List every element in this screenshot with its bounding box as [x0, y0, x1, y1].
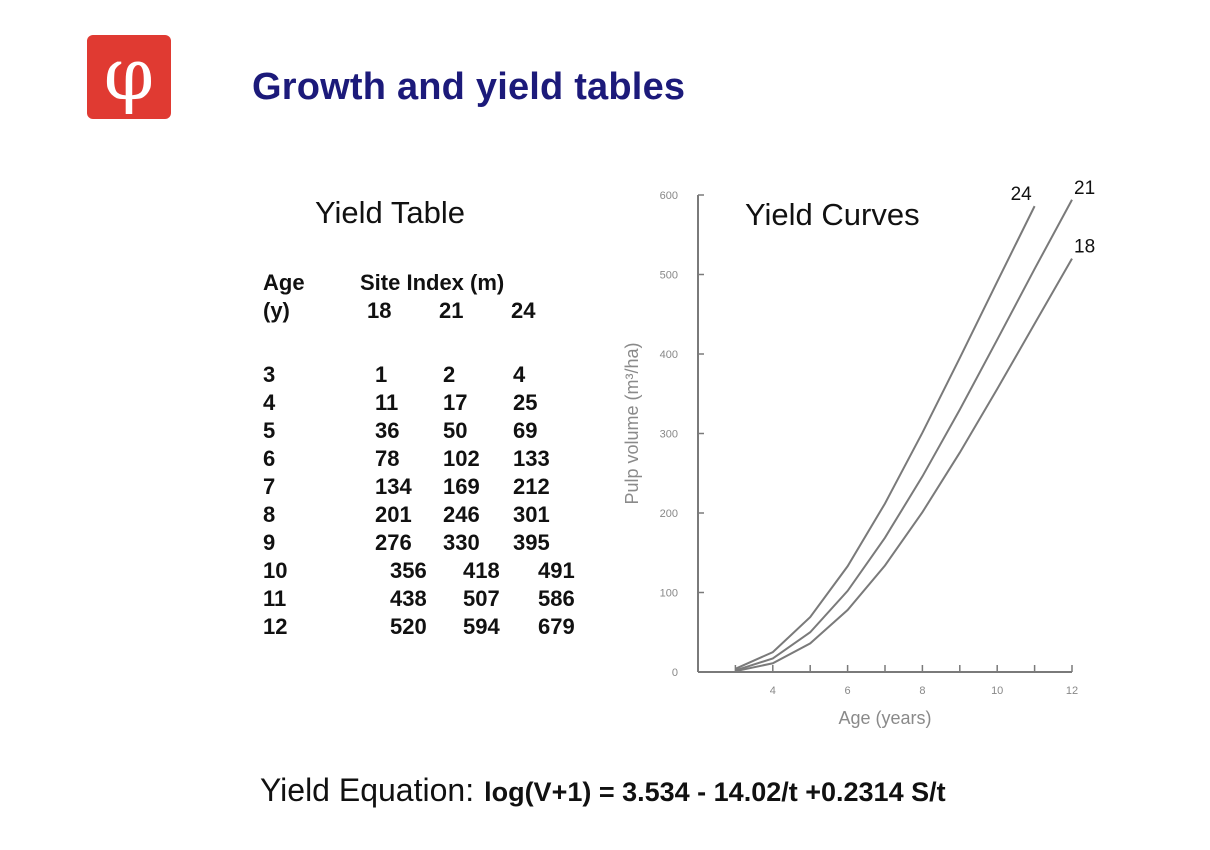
y-tick-label: 600: [660, 190, 678, 202]
logo-glyph: φ: [103, 32, 155, 116]
age-cell: 10: [263, 558, 288, 583]
age-header: Age: [263, 270, 305, 295]
y-axis-label: Pulp volume (m³/ha): [622, 342, 642, 504]
value-cell-18: 276: [375, 530, 412, 555]
y-tick-label: 0: [672, 667, 678, 679]
value-cell-18: 78: [375, 446, 400, 471]
x-tick-label: 4: [770, 685, 776, 697]
table-row: 9 276 330 395: [263, 530, 663, 558]
value-cell-21: 50: [443, 418, 468, 443]
table-row: 4 11 17 25: [263, 390, 663, 418]
value-cell-18: 134: [375, 474, 412, 499]
age-cell: 4: [263, 390, 276, 415]
value-cell-24: 491: [538, 558, 575, 583]
equation-label: Yield Equation:: [260, 772, 475, 808]
x-tick-label: 12: [1066, 685, 1078, 697]
x-tick-label: 10: [991, 685, 1003, 697]
table-row: 12 520 594 679: [263, 614, 663, 642]
y-tick-label: 300: [660, 429, 678, 441]
y-tick-label: 500: [660, 270, 678, 282]
value-cell-24: 212: [513, 474, 550, 499]
value-cell-21: 17: [443, 390, 468, 415]
x-tick-label: 8: [919, 685, 925, 697]
slide-title: Growth and yield tables: [252, 66, 686, 108]
series-label-21: 21: [1074, 180, 1095, 199]
value-cell-21: 246: [443, 502, 480, 527]
value-cell-24: 395: [513, 530, 550, 555]
age-unit: (y): [263, 298, 290, 323]
age-cell: 9: [263, 530, 276, 555]
value-cell-18: 438: [390, 586, 427, 611]
value-cell-24: 133: [513, 446, 550, 471]
y-tick-label: 100: [660, 588, 678, 600]
table-row: 5 36 50 69: [263, 418, 663, 446]
value-cell-18: 520: [390, 614, 427, 639]
age-cell: 3: [263, 362, 276, 387]
age-cell: 8: [263, 502, 276, 527]
series-label-24: 24: [1011, 184, 1033, 205]
age-cell: 11: [263, 586, 287, 611]
value-cell-21: 169: [443, 474, 480, 499]
equation-formula: log(V+1) = 3.534 - 14.02/t +0.2314 S/t: [484, 777, 946, 807]
value-cell-18: 201: [375, 502, 412, 527]
yield-table-title: Yield Table: [315, 195, 465, 230]
chart-title: Yield Curves: [745, 197, 920, 232]
table-row: 11 438 507 586: [263, 586, 663, 614]
table-row: 3 1 2 4: [263, 362, 663, 390]
yield-table: Age (y) Site Index (m) 18 21 24 3 1 2 4 4 11 1…: [263, 270, 603, 650]
value-cell-21: 2: [443, 362, 456, 387]
value-cell-24: 586: [538, 586, 575, 611]
value-cell-24: 69: [513, 418, 538, 443]
value-cell-24: 4: [513, 362, 526, 387]
value-cell-18: 1: [375, 362, 388, 387]
y-tick-label: 200: [660, 508, 678, 520]
x-tick-label: 6: [845, 685, 851, 697]
series-line-21: [735, 199, 1073, 672]
age-cell: 7: [263, 474, 276, 499]
table-row: 8 201 246 301: [263, 502, 663, 530]
value-cell-18: 11: [375, 390, 399, 415]
series-label-18: 18: [1074, 237, 1095, 258]
site-index-21: 21: [439, 298, 464, 323]
value-cell-21: 330: [443, 530, 480, 555]
value-cell-21: 594: [463, 614, 500, 639]
value-cell-21: 418: [463, 558, 500, 583]
value-cell-21: 102: [443, 446, 480, 471]
value-cell-21: 507: [463, 586, 500, 611]
table-row: 10 356 418 491: [263, 558, 663, 586]
yield-equation: Yield Equation: log(V+1) = 3.534 - 14.02/…: [260, 772, 946, 809]
value-cell-18: 36: [375, 418, 400, 443]
x-axis-label: Age (years): [838, 708, 931, 728]
value-cell-24: 679: [538, 614, 575, 639]
site-index-18: 18: [367, 298, 392, 323]
table-row: 6 78 102 133: [263, 446, 663, 474]
series-line-24: [734, 205, 1036, 670]
y-tick-label: 400: [660, 349, 678, 361]
series-line-18: [735, 258, 1073, 673]
age-cell: 6: [263, 446, 276, 471]
value-cell-18: 356: [390, 558, 427, 583]
value-cell-24: 25: [513, 390, 538, 415]
yield-curves-chart: 0 100 200 300 400 500 600 4 6 8 10 12 Age (years) Pul…: [622, 180, 1095, 728]
table-row: 7 134 169 212: [263, 474, 663, 502]
logo: φ: [87, 35, 171, 119]
value-cell-24: 301: [513, 502, 550, 527]
age-cell: 5: [263, 418, 276, 443]
site-index-header: Site Index (m): [360, 270, 505, 295]
age-cell: 12: [263, 614, 288, 639]
site-index-24: 24: [511, 298, 536, 323]
